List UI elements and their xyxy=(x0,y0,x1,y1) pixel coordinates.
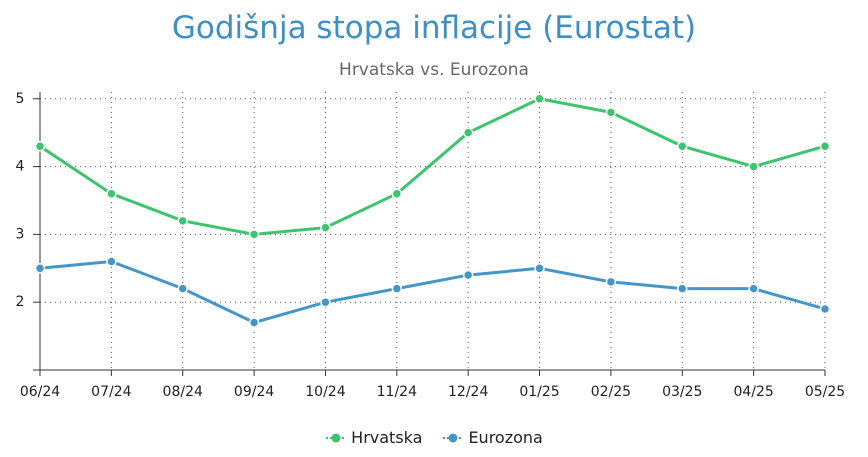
data-point[interactable] xyxy=(248,229,260,240)
legend-marker-icon xyxy=(326,433,347,442)
data-point[interactable] xyxy=(819,303,831,315)
series-group xyxy=(34,93,831,328)
data-point[interactable] xyxy=(248,317,260,328)
line-chart: 2 3 4 5 06/24 07/24 08/24 09/24 10/24 11/24 12/24… xyxy=(16,91,846,400)
x-tick-label: 04/25 xyxy=(733,384,773,400)
data-point[interactable] xyxy=(177,283,188,294)
x-tick-label: 10/24 xyxy=(305,384,345,400)
series-eurozona xyxy=(34,256,831,328)
chart-subtitle: Hrvatska vs. Eurozona xyxy=(339,60,529,80)
x-tick-label: 03/25 xyxy=(662,384,702,400)
data-point[interactable] xyxy=(34,263,46,274)
x-tick-label: 01/25 xyxy=(519,384,559,400)
y-tick-label: 3 xyxy=(16,226,25,242)
x-axis-labels: 06/24 07/24 08/24 09/24 10/24 11/24 12/24 01/25… xyxy=(20,384,845,400)
x-tick-label: 08/24 xyxy=(163,384,203,400)
legend-item-hrvatska[interactable]: Hrvatska xyxy=(325,428,422,447)
data-point[interactable] xyxy=(462,127,474,138)
x-tick-label: 05/25 xyxy=(805,384,845,400)
x-tick-label: 02/25 xyxy=(591,384,631,400)
data-point[interactable] xyxy=(34,140,46,152)
y-tick-label: 4 xyxy=(16,159,25,175)
data-point[interactable] xyxy=(677,140,688,152)
data-point[interactable] xyxy=(320,222,331,233)
legend-item-eurozona[interactable]: Eurozona xyxy=(442,428,543,447)
chart-title: Godišnja stopa inflacije (Eurostat) xyxy=(171,10,697,46)
legend-label: Eurozona xyxy=(468,428,543,447)
legend: Hrvatska Eurozona xyxy=(0,428,868,447)
data-point[interactable] xyxy=(677,283,688,294)
grid xyxy=(39,92,826,370)
data-point[interactable] xyxy=(605,276,617,288)
data-point[interactable] xyxy=(748,161,759,172)
data-point[interactable] xyxy=(391,188,403,199)
axes xyxy=(33,92,826,376)
y-axis-labels: 2 3 4 5 xyxy=(16,91,25,310)
x-tick-label: 07/24 xyxy=(91,384,131,400)
data-point[interactable] xyxy=(605,107,617,118)
data-point[interactable] xyxy=(177,215,188,227)
series-line xyxy=(38,97,827,236)
x-tick-label: 11/24 xyxy=(377,384,417,400)
data-point[interactable] xyxy=(106,188,117,199)
legend-label: Hrvatska xyxy=(351,428,423,447)
legend-marker-icon xyxy=(443,433,464,442)
series-hrvatska xyxy=(34,93,831,240)
x-tick-label: 12/24 xyxy=(448,384,488,400)
data-point[interactable] xyxy=(534,93,545,105)
data-point[interactable] xyxy=(748,283,759,294)
y-tick-label: 2 xyxy=(16,294,25,310)
data-point[interactable] xyxy=(106,256,117,267)
y-tick-label: 5 xyxy=(16,91,25,107)
x-tick-label: 09/24 xyxy=(234,384,274,400)
x-tick-label: 06/24 xyxy=(20,384,60,400)
data-point[interactable] xyxy=(391,283,403,294)
series-line xyxy=(38,260,827,325)
data-point[interactable] xyxy=(819,140,831,152)
data-point[interactable] xyxy=(320,296,331,308)
data-point[interactable] xyxy=(534,263,545,274)
data-point[interactable] xyxy=(462,269,474,281)
